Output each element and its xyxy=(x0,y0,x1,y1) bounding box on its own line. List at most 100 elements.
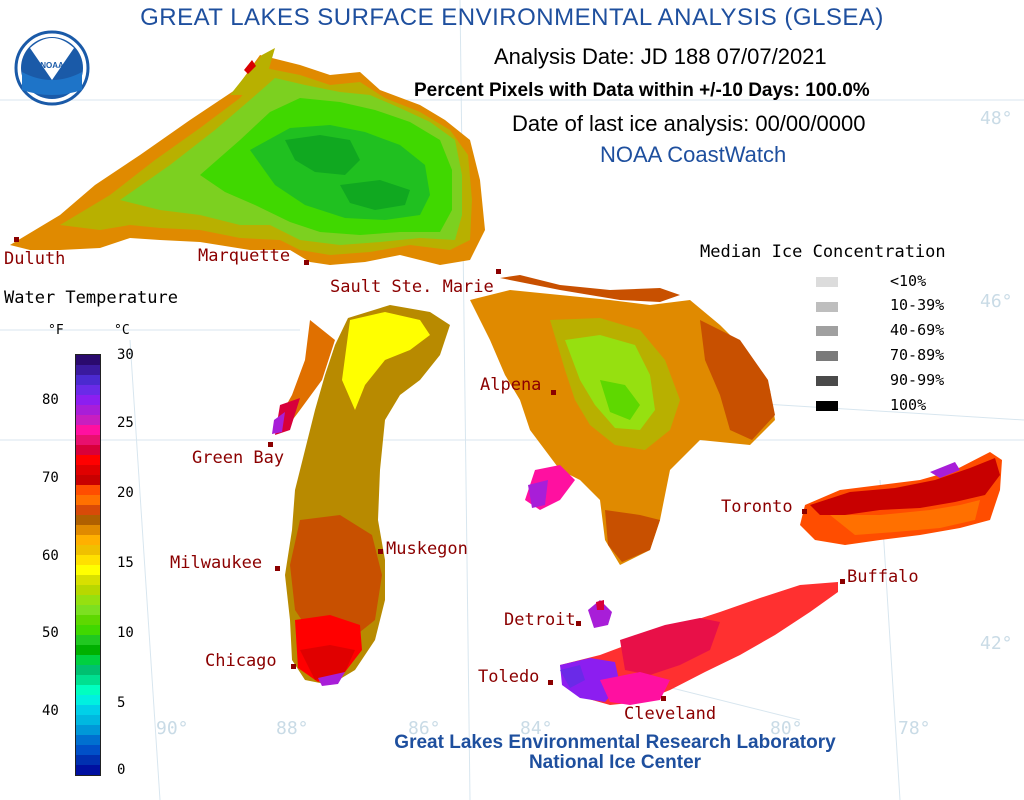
percent-pixels: Percent Pixels with Data within +/-10 Da… xyxy=(414,80,870,101)
footer-glerl: Great Lakes Environmental Research Labor… xyxy=(394,732,836,753)
grid-label-86: 86° xyxy=(408,718,441,739)
ice-label: <10% xyxy=(890,272,927,290)
noaa-logo xyxy=(14,30,90,106)
analysis-date: Analysis Date: JD 188 07/07/2021 xyxy=(494,44,827,69)
colorbar-step xyxy=(76,555,100,565)
grid-label-78: 78° xyxy=(898,718,931,739)
temp-legend-title: Water Temperature xyxy=(4,288,178,308)
city-marker-sault-ste-marie xyxy=(496,269,501,274)
colorbar-step xyxy=(76,715,100,725)
colorbar-step xyxy=(76,595,100,605)
colorbar-step xyxy=(76,645,100,655)
colorbar-step xyxy=(76,525,100,535)
city-chicago: Chicago xyxy=(205,651,277,671)
grid-label-80: 80° xyxy=(770,718,803,739)
colorbar-step xyxy=(76,515,100,525)
city-green-bay: Green Bay xyxy=(192,448,285,468)
ice-swatch xyxy=(816,351,838,361)
f-tick: 40 xyxy=(42,703,59,719)
lake-michigan xyxy=(272,305,450,686)
city-buffalo: Buffalo xyxy=(847,567,919,587)
colorbar-step xyxy=(76,405,100,415)
colorbar-step xyxy=(76,475,100,485)
ice-label: 90-99% xyxy=(890,371,945,389)
c-tick: 20 xyxy=(117,485,134,501)
city-sault-ste-marie: Sault Ste. Marie xyxy=(330,277,494,297)
colorbar-step xyxy=(76,695,100,705)
ice-label: 10-39% xyxy=(890,296,945,314)
ice-label: 40-69% xyxy=(890,321,945,339)
city-toledo: Toledo xyxy=(478,667,540,687)
city-duluth: Duluth xyxy=(4,249,66,269)
city-marker-green-bay xyxy=(268,442,273,447)
colorbar-step xyxy=(76,545,100,555)
colorbar-step xyxy=(76,635,100,645)
colorbar-step xyxy=(76,575,100,585)
colorbar-step xyxy=(76,535,100,545)
colorbar-step xyxy=(76,465,100,475)
city-muskegon: Muskegon xyxy=(386,539,468,559)
city-marker-duluth xyxy=(14,237,19,242)
grid-label-90: 90° xyxy=(156,718,189,739)
ice-swatch xyxy=(816,302,838,312)
last-ice-analysis: Date of last ice analysis: 00/00/0000 xyxy=(512,111,866,136)
page-title: GREAT LAKES SURFACE ENVIRONMENTAL ANALYS… xyxy=(140,4,884,31)
city-toronto: Toronto xyxy=(721,497,793,517)
colorbar-step xyxy=(76,725,100,735)
ice-label: 100% xyxy=(890,396,927,414)
lake-huron xyxy=(470,275,775,565)
c-tick: 25 xyxy=(117,415,134,431)
city-marker-cleveland xyxy=(661,696,666,701)
colorbar-step xyxy=(76,425,100,435)
city-marker-buffalo xyxy=(840,579,845,584)
c-tick: 10 xyxy=(117,625,134,641)
colorbar-step xyxy=(76,755,100,765)
c-tick: 15 xyxy=(117,555,134,571)
footer-nic: National Ice Center xyxy=(528,752,702,773)
colorbar-step xyxy=(76,705,100,715)
colorbar-step xyxy=(76,505,100,515)
c-tick: 30 xyxy=(117,347,134,363)
city-detroit: Detroit xyxy=(504,610,576,630)
ice-swatch xyxy=(816,326,838,336)
ice-legend-title: Median Ice Concentration xyxy=(700,242,946,262)
city-marker-toledo xyxy=(548,680,553,685)
colorbar-step xyxy=(76,385,100,395)
city-milwaukee: Milwaukee xyxy=(170,553,263,573)
colorbar-step xyxy=(76,685,100,695)
f-tick: 70 xyxy=(42,470,59,486)
grid-label-42: 42° xyxy=(980,633,1013,654)
lake-superior xyxy=(10,48,485,265)
colorbar-step xyxy=(76,625,100,635)
colorbar-step xyxy=(76,665,100,675)
unit-celsius: °C xyxy=(114,323,130,338)
grid-label-48: 48° xyxy=(980,108,1013,129)
colorbar-step xyxy=(76,375,100,385)
colorbar-step xyxy=(76,655,100,665)
c-tick: 5 xyxy=(117,695,126,711)
colorbar-step xyxy=(76,565,100,575)
f-tick: 50 xyxy=(42,625,59,641)
colorbar-step xyxy=(76,615,100,625)
city-marker-detroit xyxy=(576,621,581,626)
colorbar-step xyxy=(76,395,100,405)
city-marker-chicago xyxy=(291,664,296,669)
city-marker-muskegon xyxy=(378,549,383,554)
colorbar-step xyxy=(76,745,100,755)
colorbar-step xyxy=(76,495,100,505)
city-marquette: Marquette xyxy=(198,246,291,266)
ice-swatch xyxy=(816,277,838,287)
colorbar-step xyxy=(76,365,100,375)
ice-swatch xyxy=(816,401,838,411)
city-alpena: Alpena xyxy=(480,375,542,395)
ice-label: 70-89% xyxy=(890,346,945,364)
lake-erie xyxy=(560,582,838,705)
colorbar-step xyxy=(76,675,100,685)
f-tick: 80 xyxy=(42,392,59,408)
logo-text: NOAA xyxy=(40,61,64,70)
colorbar-step xyxy=(76,455,100,465)
lake-st-clair xyxy=(588,600,612,628)
colorbar-step xyxy=(76,415,100,425)
colorbar-step xyxy=(76,435,100,445)
city-marker-alpena xyxy=(551,390,556,395)
